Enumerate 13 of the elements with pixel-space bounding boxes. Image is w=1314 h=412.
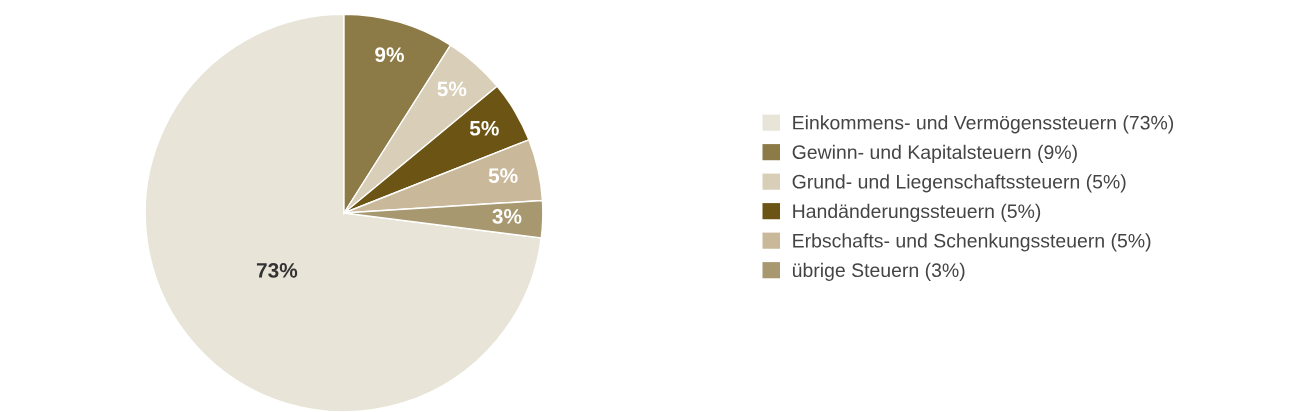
data-label: 3%	[492, 208, 522, 224]
legend-label: Grund- und Liegenschaftssteuern (5%)	[792, 174, 1126, 193]
data-label: 9%	[375, 47, 404, 63]
data-label: 5%	[437, 81, 467, 97]
legend-label: Erbschafts- und Schenkungssteuern (5%)	[793, 233, 1151, 252]
data-label: 73%	[256, 263, 298, 278]
legend-label: Einkommens- und Vermögenssteuern (73%)	[793, 115, 1174, 134]
legend-label: Handänderungssteuern (5%)	[793, 203, 1041, 222]
data-label: 5%	[488, 168, 518, 184]
pie-slice	[144, 13, 542, 412]
data-label: 5%	[469, 120, 499, 136]
legend-label: Gewinn- und Kapitalsteuern (9%)	[792, 144, 1077, 163]
legend-label: übrige Steuern (3%)	[792, 262, 965, 281]
